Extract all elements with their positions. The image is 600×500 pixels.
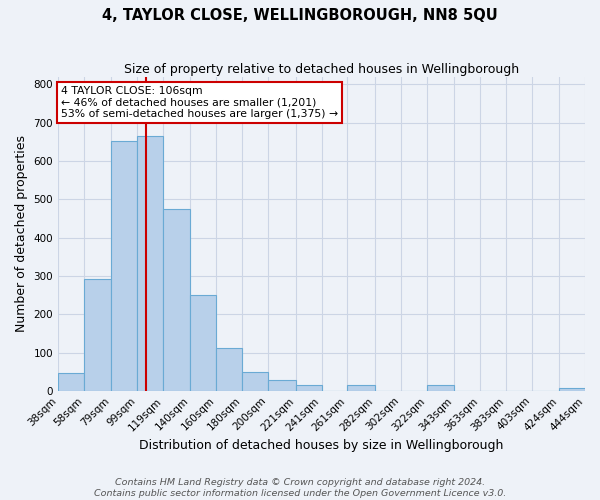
Bar [217, 348, 242, 391]
Bar [163, 209, 190, 391]
Bar [427, 385, 454, 391]
Title: Size of property relative to detached houses in Wellingborough: Size of property relative to detached ho… [124, 62, 519, 76]
Bar [296, 385, 322, 391]
Text: 4, TAYLOR CLOSE, WELLINGBOROUGH, NN8 5QU: 4, TAYLOR CLOSE, WELLINGBOROUGH, NN8 5QU [102, 8, 498, 22]
Bar [559, 388, 585, 391]
Bar [190, 296, 217, 391]
X-axis label: Distribution of detached houses by size in Wellingborough: Distribution of detached houses by size … [139, 440, 504, 452]
Bar [242, 372, 268, 391]
Y-axis label: Number of detached properties: Number of detached properties [15, 136, 28, 332]
Bar [137, 136, 163, 391]
Bar [268, 380, 296, 391]
Text: Contains HM Land Registry data © Crown copyright and database right 2024.
Contai: Contains HM Land Registry data © Crown c… [94, 478, 506, 498]
Bar [58, 373, 84, 391]
Bar [111, 142, 137, 391]
Bar [84, 278, 111, 391]
Text: 4 TAYLOR CLOSE: 106sqm
← 46% of detached houses are smaller (1,201)
53% of semi-: 4 TAYLOR CLOSE: 106sqm ← 46% of detached… [61, 86, 338, 120]
Bar [347, 385, 375, 391]
